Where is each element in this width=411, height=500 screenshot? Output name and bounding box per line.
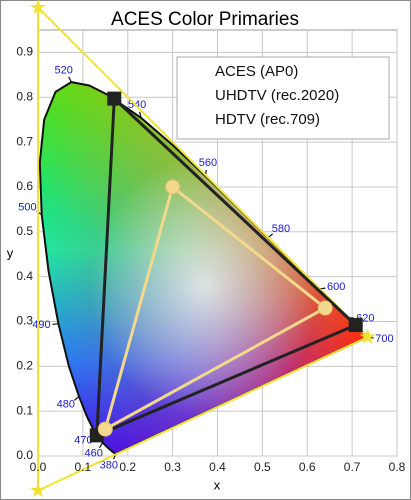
primary-marker: [97, 421, 113, 437]
wavelength-label: 560: [199, 157, 217, 169]
wavelength-label: 500: [18, 201, 36, 213]
wavelength-label: 470: [74, 434, 92, 446]
y-tick-label: 0.3: [16, 314, 33, 328]
wavelength-tick: [73, 396, 80, 401]
x-tick-label: 0.3: [164, 460, 181, 474]
y-axis-label: y: [7, 245, 14, 260]
primary-marker: [348, 318, 363, 333]
primary-marker: [107, 91, 122, 106]
x-tick-label: 0.7: [344, 460, 361, 474]
wavelength-label: 490: [32, 319, 50, 331]
legend-label: ACES (AP0): [215, 63, 298, 80]
y-tick-label: 0.6: [16, 179, 33, 193]
y-tick-label: 0.5: [16, 224, 33, 238]
gamut-triangle: [102, 184, 328, 433]
legend-label: UHDTV (rec.2020): [215, 87, 339, 104]
x-tick-label: 0.1: [75, 460, 92, 474]
y-tick-label: 0.0: [16, 448, 33, 462]
chart-title: ACES Color Primaries: [111, 9, 299, 30]
primary-marker: [30, 482, 46, 498]
y-tick-label: 0.4: [16, 269, 33, 283]
primary-marker: [30, 0, 46, 15]
wavelength-label: 520: [54, 64, 72, 76]
legend-box: [176, 56, 390, 140]
wavelength-label: 480: [57, 399, 75, 411]
x-tick-label: 0.8: [389, 460, 406, 474]
gamut-triangle: [95, 95, 359, 438]
x-tick-label: 0.5: [254, 460, 271, 474]
wavelength-tick: [139, 111, 142, 118]
primary-marker: [359, 328, 376, 344]
wavelength-label: 380: [100, 459, 118, 471]
wavelength-tick: [98, 442, 104, 449]
primary-marker: [317, 300, 333, 316]
x-axis-label: x: [214, 477, 221, 492]
y-tick-label: 0.9: [16, 45, 33, 59]
wavelength-label: 700: [375, 333, 393, 345]
x-tick-label: 0.2: [119, 460, 136, 474]
x-tick-label: 0.6: [299, 460, 316, 474]
y-tick-label: 0.8: [16, 89, 33, 103]
primary-marker: [165, 179, 181, 195]
y-tick-label: 0.1: [16, 403, 33, 417]
y-tick-label: 0.7: [16, 134, 33, 148]
wavelength-label: 600: [327, 281, 345, 293]
wavelength-tick: [52, 323, 59, 326]
gamut-triangle: [37, 5, 370, 493]
wavelength-label: 580: [272, 223, 290, 235]
x-tick-label: 0.4: [209, 460, 226, 474]
wavelength-tick: [68, 76, 72, 83]
wavelength-label: 460: [84, 448, 102, 460]
legend-label: HDTV (rec.709): [215, 111, 320, 128]
x-tick-label: 0.0: [30, 460, 47, 474]
y-tick-label: 0.2: [16, 358, 33, 372]
